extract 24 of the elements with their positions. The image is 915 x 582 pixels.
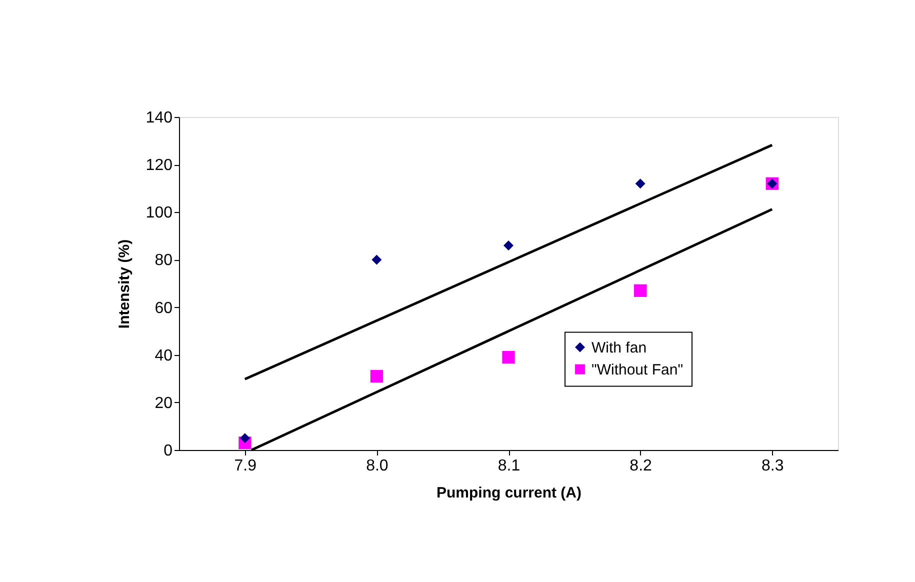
point (634, 284, 647, 297)
y-tick-label: 0 (164, 442, 173, 460)
legend-label: "Without Fan" (592, 361, 684, 378)
x-tick-label: 7.9 (234, 458, 257, 474)
y-tick-label: 20 (154, 394, 173, 412)
x-tick-label: 8.0 (366, 458, 388, 474)
y-tick-label: 120 (146, 157, 173, 174)
y-tick-label: 60 (154, 300, 173, 317)
point (635, 178, 646, 189)
x-tick-label: 8.3 (761, 458, 784, 474)
point (370, 370, 384, 383)
legend-label: With fan (592, 339, 647, 356)
point (504, 240, 514, 250)
point (240, 433, 250, 444)
x-tick-label: 8.2 (630, 458, 652, 474)
x-axis-title: Pumping current (A) (436, 484, 582, 502)
x-tick-label: 8.1 (498, 458, 520, 474)
y-tick-label: 140 (146, 110, 173, 126)
point (502, 350, 515, 364)
y-tick-label: 100 (146, 204, 173, 222)
point (372, 254, 382, 265)
y-axis-title: Intensity (%) (116, 239, 133, 329)
y-tick-label: 80 (154, 252, 173, 270)
y-tick-label: 40 (154, 347, 173, 364)
